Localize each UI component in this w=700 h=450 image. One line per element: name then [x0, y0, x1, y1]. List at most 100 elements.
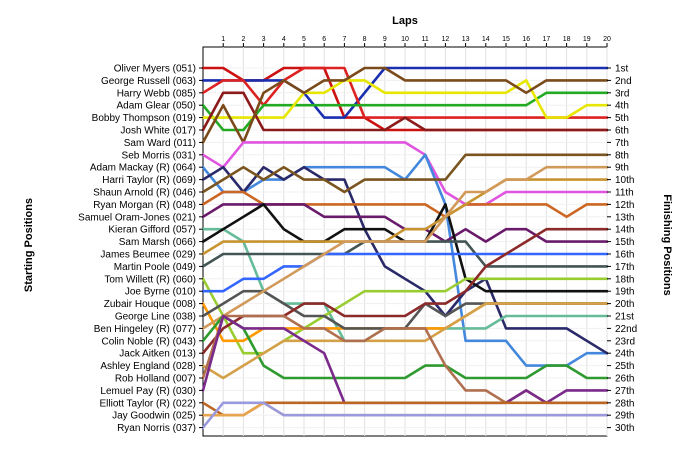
driver-label: Jack Aitken (013): [119, 349, 196, 360]
lap-tick-label: 2: [241, 36, 245, 43]
lap-tick-label: 3: [262, 36, 266, 43]
driver-label: Bobby Thompson (019): [92, 113, 196, 124]
finish-position-label: 3rd: [615, 88, 629, 99]
lap-tick-label: 19: [583, 36, 591, 43]
driver-label: Joe Byrne (010): [125, 287, 196, 298]
series-line-25: [201, 302, 609, 380]
left-axis-title: Starting Positions: [23, 198, 35, 292]
series-line-22: [201, 165, 609, 330]
lap-tick-label: 9: [383, 36, 387, 43]
lap-tick-label: 4: [282, 36, 286, 43]
finish-position-label: 20th: [615, 299, 634, 310]
series-line-28: [201, 401, 609, 417]
lap-tick-label: 5: [302, 36, 306, 43]
finish-position-label: 30th: [615, 423, 634, 434]
series-line-16: [201, 178, 609, 256]
finish-position-label: 18th: [615, 274, 634, 285]
driver-label: Harry Webb (085): [117, 88, 196, 99]
finish-position-label: 11th: [615, 188, 634, 199]
finish-position-label: 28th: [615, 398, 634, 409]
series-lines: [201, 66, 609, 429]
top-axis-title: Laps: [392, 15, 418, 27]
lap-tick-label: 14: [482, 36, 490, 43]
driver-label: Samuel Oram-Jones (021): [78, 212, 196, 223]
driver-label: Kieran Gifford (057): [108, 225, 196, 236]
lap-tick-label: 20: [603, 36, 611, 43]
lap-tick-label: 16: [522, 36, 530, 43]
driver-label: Jay Goodwin (025): [112, 411, 196, 422]
driver-label: Oliver Myers (051): [114, 64, 196, 75]
finish-position-label: 23rd: [615, 336, 635, 347]
driver-label: James Beumee (029): [100, 250, 196, 261]
finish-position-label: 6th: [615, 126, 629, 137]
finish-position-label: 8th: [615, 150, 629, 161]
lap-ticks: 1 2 3 4 5 6 7 8 9 10 11 12 13 14 15 16 17 18 19 20: [221, 36, 611, 47]
driver-label: Ryan Norris (037): [117, 423, 196, 434]
series-line-30: [201, 401, 609, 429]
finish-position-label: 21st: [615, 312, 634, 323]
finish-position-label: 22nd: [615, 324, 637, 335]
finish-position-label: 26th: [615, 374, 634, 385]
lap-tick-label: 17: [543, 36, 551, 43]
driver-label: Ashley England (028): [100, 361, 196, 372]
right-axis-title: Finishing Positions: [661, 194, 673, 295]
driver-label: Elliott Taylor (R) (022): [99, 398, 196, 409]
driver-label: Adam Glear (050): [117, 101, 196, 112]
lap-tick-label: 18: [563, 36, 571, 43]
finish-position-label: 16th: [615, 250, 634, 261]
driver-label: Colin Noble (R) (043): [102, 336, 196, 347]
driver-label: Josh White (017): [120, 126, 196, 137]
finish-position-label: 27th: [615, 386, 634, 397]
series-line-23: [201, 314, 609, 380]
series-line-7: [201, 66, 609, 144]
starting-position-labels: Oliver Myers (051)George Russell (063)Ha…: [78, 64, 203, 434]
series-line-4: [201, 91, 609, 132]
finish-position-label: 10th: [615, 175, 634, 186]
lap-tick-label: 15: [502, 36, 510, 43]
lap-tick-label: 12: [442, 36, 450, 43]
driver-label: Adam Mackay (R) (064): [90, 163, 196, 174]
finish-position-label: 5th: [615, 113, 629, 124]
driver-label: Seb Morris (031): [122, 150, 196, 161]
driver-label: George Line (038): [115, 312, 196, 323]
driver-label: Lemuel Pay (R) (030): [100, 386, 196, 397]
driver-label: Ryan Morgan (R) (048): [93, 200, 196, 211]
finish-position-label: 1st: [615, 64, 629, 75]
finish-position-label: 24th: [615, 349, 634, 360]
driver-label: Harri Taylor (R) (069): [102, 175, 196, 186]
finish-position-label: 17th: [615, 262, 634, 273]
finish-position-label: 7th: [615, 138, 629, 149]
series-line-2: [201, 66, 609, 119]
series-line-11: [201, 153, 609, 194]
lap-tick-label: 1: [221, 36, 225, 43]
driver-label: Sam Marsh (066): [119, 237, 196, 248]
lap-tick-label: 10: [401, 36, 409, 43]
finishing-position-labels: 1st2nd3rd4th5th6th7th8th9th10th11th12th1…: [607, 64, 637, 434]
driver-label: Shaun Arnold (R) (046): [93, 188, 196, 199]
driver-label: Martin Poole (049): [114, 262, 196, 273]
driver-label: Rob Holland (007): [115, 374, 196, 385]
finish-position-label: 12th: [615, 200, 634, 211]
finish-position-label: 4th: [615, 101, 629, 112]
finish-position-label: 14th: [615, 225, 634, 236]
series-line-19: [201, 252, 609, 293]
finish-position-label: 25th: [615, 361, 634, 372]
lap-tick-label: 11: [422, 36, 429, 43]
driver-label: Zubair Houque (008): [104, 299, 196, 310]
driver-label: Tom Willett (R) (060): [104, 274, 196, 285]
driver-label: George Russell (063): [101, 76, 196, 87]
finish-position-label: 9th: [615, 163, 629, 174]
finish-position-label: 13th: [615, 212, 634, 223]
finish-position-label: 29th: [615, 411, 634, 422]
driver-label: Sam Ward (011): [124, 138, 196, 149]
finish-position-label: 19th: [615, 287, 634, 298]
lap-tick-label: 7: [342, 36, 346, 43]
series-line-8: [201, 141, 609, 206]
finish-position-label: 15th: [615, 237, 634, 248]
series-line-6: [201, 91, 609, 132]
lap-tick-label: 13: [462, 36, 470, 43]
series-line-10: [201, 165, 609, 355]
series-line-5: [201, 79, 609, 119]
finish-position-label: 2nd: [615, 76, 632, 87]
